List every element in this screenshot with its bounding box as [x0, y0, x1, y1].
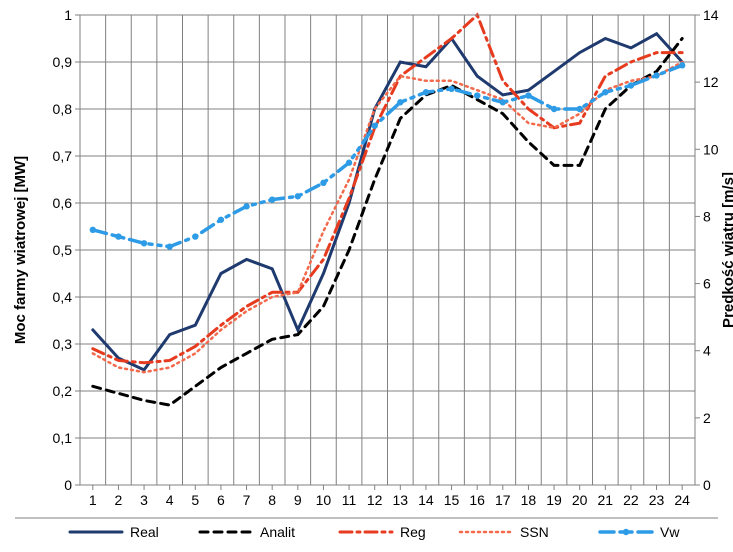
series-Vw-marker: [423, 89, 429, 95]
x-tick-label: 14: [418, 492, 434, 508]
series-Vw-marker: [166, 243, 172, 249]
x-tick-label: 10: [316, 492, 332, 508]
y-right-tick-label: 14: [703, 7, 719, 23]
legend-label: Real: [130, 524, 159, 540]
series-Vw-marker: [243, 203, 249, 209]
series-Vw-marker: [320, 180, 326, 186]
x-tick-label: 9: [294, 492, 302, 508]
x-tick-label: 18: [521, 492, 537, 508]
x-tick-label: 4: [166, 492, 174, 508]
y-axis-left-title: Moc farmy wiatrowej [MW]: [12, 156, 29, 344]
legend-label: Reg: [400, 524, 426, 540]
legend-label: Analit: [260, 524, 295, 540]
series-Vw-marker: [500, 99, 506, 105]
y-axis-right-title: Prędkość wiatru [m/s]: [720, 172, 733, 328]
y-left-tick-label: 0,9: [53, 54, 73, 70]
y-right-tick-label: 0: [703, 477, 711, 493]
y-right-tick-label: 2: [703, 410, 711, 426]
y-left-tick-label: 0,3: [53, 336, 73, 352]
series-Vw-marker: [448, 86, 454, 92]
series-Vw-marker: [679, 62, 685, 68]
y-right-tick-label: 6: [703, 276, 711, 292]
x-tick-label: 16: [469, 492, 485, 508]
y-right-tick-label: 8: [703, 208, 711, 224]
series-Vw-marker: [576, 106, 582, 112]
x-tick-label: 2: [115, 492, 123, 508]
x-tick-label: 15: [444, 492, 460, 508]
x-tick-label: 5: [191, 492, 199, 508]
legend-label: Vw: [660, 524, 680, 540]
series-Vw-marker: [295, 193, 301, 199]
series-Vw-marker: [218, 217, 224, 223]
x-tick-label: 1: [89, 492, 97, 508]
y-left-tick-label: 0,7: [53, 148, 73, 164]
x-tick-label: 12: [367, 492, 383, 508]
series-Vw-marker: [551, 106, 557, 112]
y-right-tick-label: 12: [703, 74, 719, 90]
x-tick-label: 21: [598, 492, 614, 508]
series-Vw-marker: [346, 160, 352, 166]
legend-item-Analit: Analit: [200, 524, 295, 540]
x-tick-label: 3: [140, 492, 148, 508]
y-left-tick-label: 0,6: [53, 195, 73, 211]
y-left-tick-label: 0: [64, 477, 72, 493]
series-Vw-marker: [474, 92, 480, 98]
x-tick-label: 23: [649, 492, 665, 508]
legend-item-Real: Real: [70, 524, 159, 540]
y-right-tick-label: 4: [703, 343, 711, 359]
y-left-tick-label: 1: [64, 7, 72, 23]
x-tick-label: 22: [623, 492, 639, 508]
y-right-tick-label: 10: [703, 141, 719, 157]
x-tick-label: 8: [268, 492, 276, 508]
series-Vw-marker: [628, 82, 634, 88]
y-left-tick-label: 0,2: [53, 383, 73, 399]
y-left-tick-label: 0,8: [53, 101, 73, 117]
x-tick-label: 7: [243, 492, 251, 508]
series-Vw-marker: [141, 240, 147, 246]
series-Vw-marker: [653, 72, 659, 78]
legend-item-SSN: SSN: [460, 524, 549, 540]
series-Vw-marker: [602, 89, 608, 95]
series-Vw-marker: [192, 233, 198, 239]
y-left-tick-label: 0,1: [53, 430, 73, 446]
x-tick-label: 13: [393, 492, 409, 508]
legend: Real Analit Reg SSN Vw: [15, 518, 718, 540]
series-Vw-marker: [397, 99, 403, 105]
x-tick-label: 20: [572, 492, 588, 508]
series-Vw-marker: [115, 233, 121, 239]
series-Vw-marker: [525, 92, 531, 98]
y-left-tick-label: 0,4: [53, 289, 73, 305]
legend-label: SSN: [520, 524, 549, 540]
x-tick-label: 6: [217, 492, 225, 508]
series-Vw-marker: [371, 123, 377, 129]
x-tick-label: 19: [546, 492, 562, 508]
legend-item-Vw: Vw: [600, 524, 680, 540]
series-Vw-marker: [90, 227, 96, 233]
x-tick-label: 17: [495, 492, 511, 508]
dual-axis-line-chart: 00,10,20,30,40,50,60,70,80,91 0246810121…: [0, 0, 733, 552]
x-tick-label: 11: [342, 492, 357, 508]
x-tick-label: 24: [674, 492, 690, 508]
legend-item-Reg: Reg: [340, 524, 426, 540]
series-Vw-marker: [269, 196, 275, 202]
y-left-tick-label: 0,5: [53, 242, 73, 258]
